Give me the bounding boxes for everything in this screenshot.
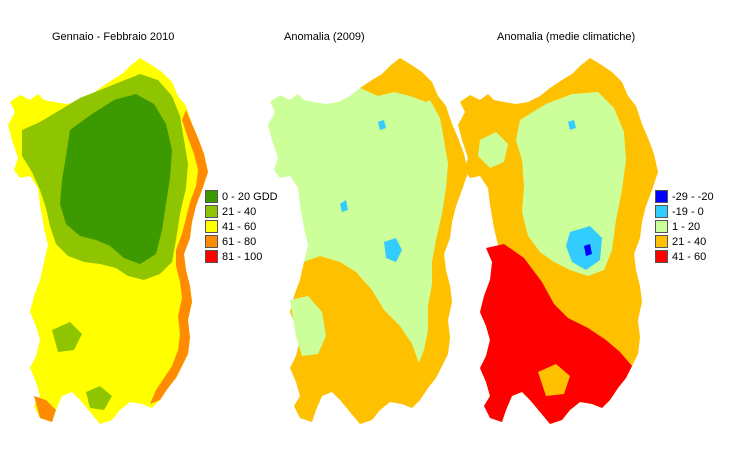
legend-label: 41 - 60 — [672, 250, 707, 263]
legend-item: 61 - 80 — [205, 234, 278, 249]
legend-label: 21 - 40 — [672, 235, 707, 248]
gdd-zone-0-20 — [60, 94, 172, 264]
legend-swatch — [655, 250, 668, 263]
legend-label: 41 - 60 — [222, 220, 257, 233]
legend-item: 0 - 20 GDD — [205, 189, 278, 204]
map-title-gdd: Gennaio - Febbraio 2010 — [52, 31, 175, 43]
legend-item: -29 - -20 — [655, 189, 714, 204]
map-anomaly-2009 — [268, 58, 468, 424]
gdd-southwest-coast — [34, 396, 56, 422]
legend-swatch — [655, 220, 668, 233]
legend-swatch — [655, 190, 668, 203]
legend-item: 81 - 100 — [205, 249, 278, 264]
climate-zone-minus29-minus20 — [584, 244, 592, 256]
legend-label: 0 - 20 GDD — [222, 190, 278, 203]
legend-swatch — [205, 190, 218, 203]
climate-zone-41-60 — [480, 244, 632, 424]
anomaly-2009-south-zone — [290, 256, 420, 424]
anomaly-2009-lake — [378, 120, 386, 130]
legend-item: 21 - 40 — [205, 204, 278, 219]
legend-item: 41 - 60 — [205, 219, 278, 234]
anomaly-2009-southwest-green — [290, 296, 326, 356]
legend-label: 1 - 20 — [672, 220, 701, 233]
map-anomaly-climate — [458, 58, 658, 424]
map-gdd — [8, 58, 208, 424]
gdd-south-patch — [52, 322, 82, 352]
gdd-south-patch — [86, 386, 112, 410]
legend-label: -29 - -20 — [672, 190, 714, 203]
climate-lake — [568, 120, 576, 130]
legend-item: 21 - 40 — [655, 234, 714, 249]
legend-swatch — [205, 250, 218, 263]
map-title-anomaly-2009: Anomalia (2009) — [284, 31, 365, 43]
legend-label: 21 - 40 — [222, 205, 257, 218]
legend-label: 61 - 80 — [222, 235, 257, 248]
legend-swatch — [205, 205, 218, 218]
anomaly-2009-lake — [384, 238, 402, 262]
legend-swatch — [655, 205, 668, 218]
anomaly-2009-east-band — [406, 96, 468, 408]
map-title-anomaly-climate: Anomalia (medie climatiche) — [497, 31, 636, 43]
legend-swatch — [655, 235, 668, 248]
climate-zone-minus19-0 — [566, 226, 602, 270]
legend-item: 1 - 20 — [655, 219, 714, 234]
legend-swatch — [205, 235, 218, 248]
legend-swatch — [205, 220, 218, 233]
legend-label: -19 - 0 — [672, 205, 704, 218]
legend-item: 41 - 60 — [655, 249, 714, 264]
anomaly-2009-lake — [340, 200, 348, 212]
climate-zone-1-20 — [516, 92, 626, 276]
climate-south-patch-21-40 — [538, 364, 570, 396]
gdd-east-coast-band — [150, 110, 208, 404]
legend-anomaly: -29 - -20 -19 - 0 1 - 20 21 - 40 41 - 60 — [655, 189, 714, 264]
legend-label: 81 - 100 — [222, 250, 263, 263]
legend-gdd: 0 - 20 GDD 21 - 40 41 - 60 61 - 80 81 - 100 — [205, 189, 278, 264]
climate-zone-1-20-west — [478, 132, 508, 168]
anomaly-2009-north-band — [360, 58, 438, 102]
legend-item: -19 - 0 — [655, 204, 714, 219]
